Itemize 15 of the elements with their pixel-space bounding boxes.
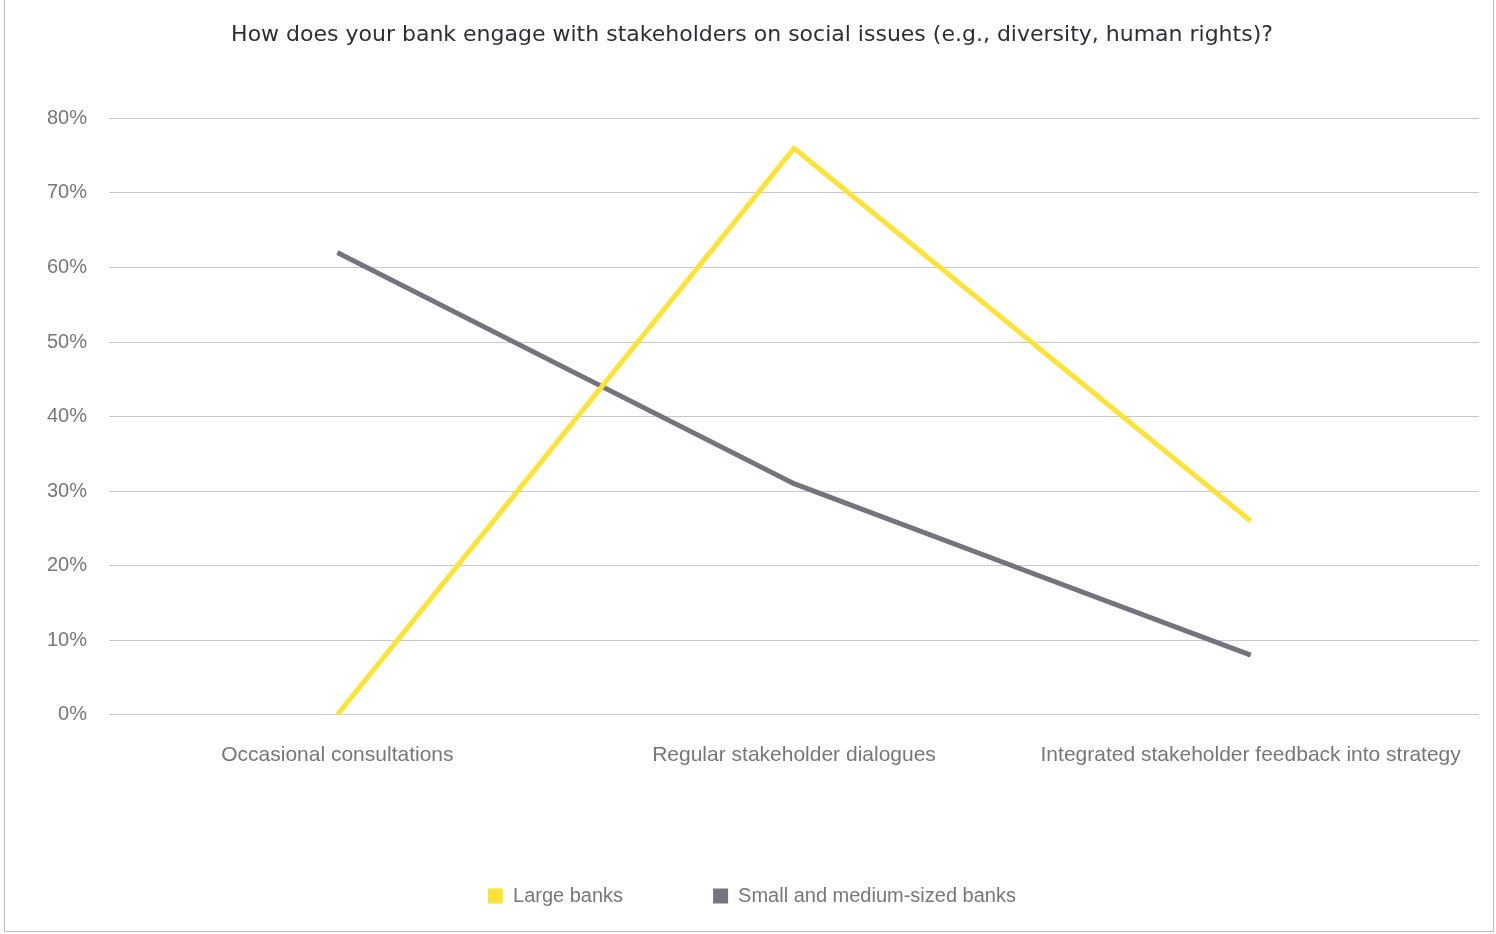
y-tick-label: 40%	[47, 404, 88, 427]
legend-label: Small and medium-sized banks	[738, 883, 1016, 906]
y-tick-label: 0%	[58, 702, 88, 725]
x-tick-label: Occasional consultations	[221, 742, 454, 766]
y-tick-label: 60%	[47, 255, 88, 278]
y-tick-label: 20%	[47, 553, 88, 576]
y-tick-label: 50%	[47, 329, 88, 352]
y-tick-label: 80%	[47, 105, 88, 128]
legend-label: Large banks	[513, 883, 624, 906]
chart-title: How does your bank engage with stakeholders on social issues (e.g., diversity, human rights)?	[231, 20, 1273, 46]
y-tick-label: 10%	[47, 627, 88, 650]
x-tick-label: Integrated stakeholder feedback into strategy	[1040, 742, 1462, 766]
x-tick-label: Regular stakeholder dialogues	[652, 742, 936, 766]
y-tick-label: 30%	[47, 478, 88, 501]
y-tick-label: 70%	[47, 180, 88, 203]
